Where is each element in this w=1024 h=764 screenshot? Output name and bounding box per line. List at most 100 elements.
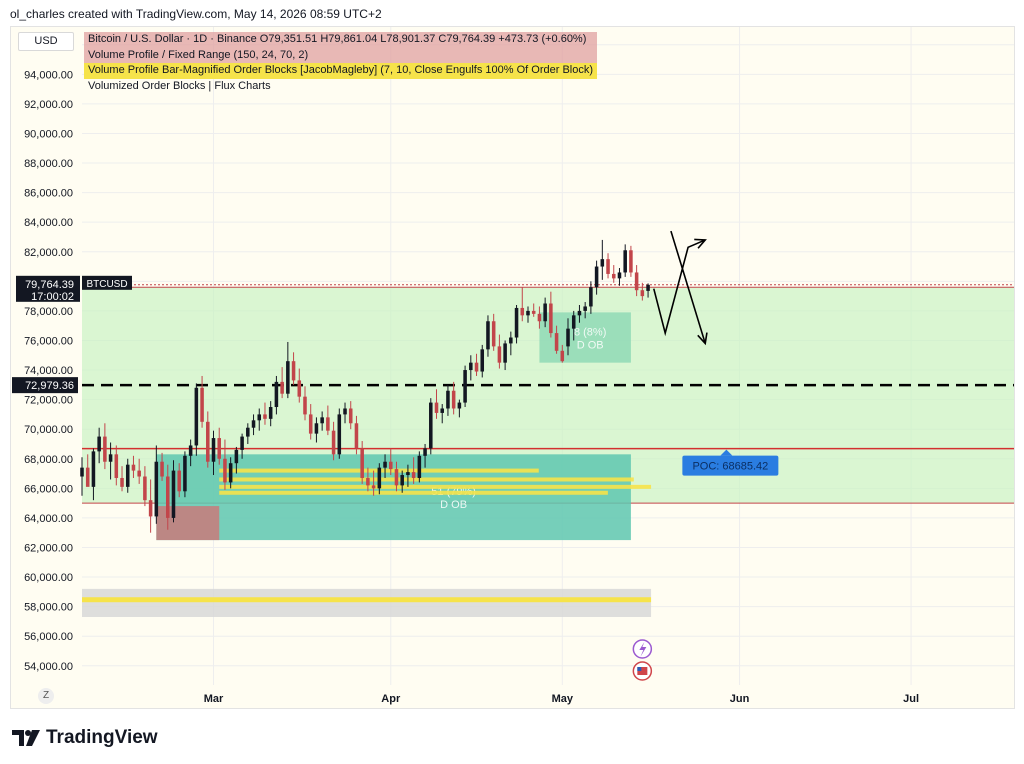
poc-label-box	[682, 455, 779, 476]
candle-body	[371, 485, 376, 489]
candle-body	[440, 408, 444, 413]
candle-body	[623, 250, 627, 273]
candle-body	[354, 423, 359, 449]
symbol-tag-label: BTCUSD	[86, 279, 127, 290]
order-block-zone	[539, 312, 631, 363]
candle-body	[314, 423, 319, 434]
candle-body	[543, 303, 547, 322]
candle-body	[366, 477, 370, 486]
candle-body	[417, 455, 422, 478]
candle-body	[463, 370, 467, 403]
candle-body	[617, 272, 622, 279]
candle-body	[217, 438, 221, 459]
candle-body	[411, 472, 416, 478]
candle-body	[469, 362, 473, 371]
candle-body	[594, 266, 599, 288]
y-tick-label: 74,000.00	[24, 365, 73, 377]
candle-body	[320, 417, 324, 424]
candle-body	[228, 463, 233, 483]
order-block-label: 8 (8%)	[574, 327, 606, 339]
candle-body	[571, 315, 576, 329]
candle-body	[303, 396, 307, 415]
y-tick-label: 72,000.00	[24, 395, 73, 407]
candle-body	[646, 284, 650, 291]
candle-body	[429, 402, 433, 449]
candle-body	[234, 449, 239, 464]
y-tick-label: 82,000.00	[24, 247, 73, 259]
y-tick-label: 62,000.00	[24, 542, 73, 554]
candle-body	[388, 461, 393, 470]
candle-body	[240, 436, 244, 450]
candle-body	[640, 290, 645, 297]
candle-body	[246, 427, 250, 437]
candle-body	[308, 414, 313, 434]
y-tick-label: 88,000.00	[24, 158, 73, 170]
candle-body	[434, 402, 439, 413]
candle-body	[91, 451, 96, 487]
legend-indicator-flux[interactable]: Volumized Order Blocks | Flux Charts	[88, 79, 271, 92]
candle-body	[611, 273, 616, 279]
y-tick-label: 56,000.00	[24, 631, 73, 643]
candle-body	[108, 454, 113, 462]
candle-body	[549, 303, 553, 334]
candle-body	[194, 387, 199, 446]
candle-body	[480, 349, 485, 372]
candle-body	[160, 461, 164, 477]
y-tick-label: 90,000.00	[24, 128, 73, 140]
candle-body	[343, 408, 347, 415]
candle-body	[606, 259, 610, 274]
candle-body	[263, 414, 267, 419]
tradingview-logo: TradingView	[12, 727, 158, 749]
volume-profile-bar	[219, 477, 634, 482]
candle-body	[177, 470, 181, 492]
candle-body	[486, 321, 490, 350]
candle-body	[503, 343, 507, 363]
candle-body	[531, 310, 536, 314]
current-price-countdown: 17:00:02	[31, 291, 74, 303]
y-tick-label: 54,000.00	[24, 661, 73, 673]
poc-label: POC: 68685.42	[692, 461, 768, 473]
order-block-sublabel: D OB	[440, 499, 467, 511]
legend-symbol-line[interactable]: Bitcoin / U.S. Dollar · 1D · Binance O79…	[84, 32, 598, 48]
timezone-button[interactable]: Z	[38, 688, 54, 704]
candle-body	[554, 333, 559, 351]
legend-indicator-volume-profile[interactable]: Volume Profile / Fixed Range (150, 24, 7…	[84, 47, 598, 63]
candle-body	[257, 414, 262, 421]
currency-button[interactable]: USD	[18, 32, 74, 51]
event-flag-glyph	[637, 667, 648, 675]
volume-profile-band-line	[82, 597, 652, 603]
candle-body	[223, 458, 227, 483]
current-price-tag	[16, 275, 80, 302]
x-tick-label: Jul	[903, 693, 919, 705]
candle-body	[383, 461, 387, 468]
candle-body	[125, 464, 130, 487]
candle-body	[348, 408, 353, 424]
candle-body	[80, 467, 84, 477]
candle-body	[423, 448, 427, 456]
candle-body	[200, 387, 204, 422]
candle-body	[377, 467, 382, 489]
candle-body	[634, 272, 639, 291]
candle-body	[474, 362, 479, 372]
y-tick-label: 70,000.00	[24, 424, 73, 436]
candle-body	[400, 475, 404, 486]
candle-body	[137, 470, 141, 477]
order-block-zone	[156, 454, 631, 541]
order-block-zone	[156, 506, 220, 541]
candle-body	[600, 259, 605, 267]
candle-body	[251, 420, 256, 428]
y-tick-label: 94,000.00	[24, 69, 73, 81]
y-tick-label: 66,000.00	[24, 483, 73, 495]
candle-body	[297, 380, 302, 397]
projection-arrowhead	[694, 238, 707, 249]
dashed-level-tag	[12, 377, 78, 394]
legend-indicator-order-blocks[interactable]: Volume Profile Bar-Magnified Order Block…	[84, 63, 598, 79]
candle-body	[154, 461, 159, 517]
candle-body	[360, 448, 364, 478]
candle-body	[491, 321, 496, 347]
y-tick-label: 92,000.00	[24, 99, 73, 111]
candle-body	[188, 445, 193, 456]
candle-body	[526, 310, 530, 316]
candle-body	[268, 407, 273, 419]
